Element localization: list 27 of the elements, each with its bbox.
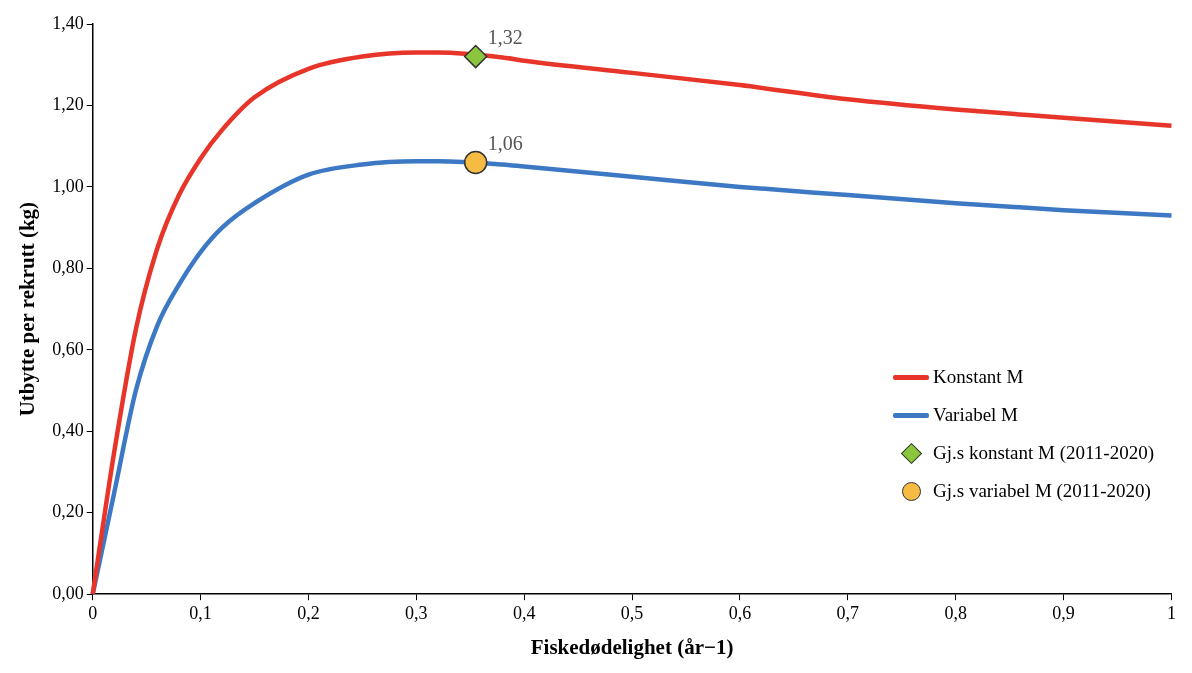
x-tick-label: 1 <box>1167 602 1176 623</box>
y-tick-label: 0,20 <box>52 501 84 522</box>
legend-label: Gj.s konstant M (2011-2020) <box>933 442 1154 464</box>
x-axis-title: Fiskedødelighet (år−1) <box>530 634 734 659</box>
x-tick-label: 0,6 <box>728 602 752 623</box>
x-tick-label: 0,1 <box>189 602 212 623</box>
y-axis-title: Utbytte per rekrutt (kg) <box>15 201 40 417</box>
legend-label: Gj.s variabel M (2011-2020) <box>933 480 1151 502</box>
data-label: 1,32 <box>487 25 523 48</box>
x-tick-label: 0 <box>88 602 98 623</box>
x-tick-label: 0,5 <box>620 602 644 623</box>
data-label: 1,06 <box>487 131 523 154</box>
legend-label: Konstant M <box>933 366 1024 388</box>
y-tick-label: 1,20 <box>52 94 84 115</box>
x-tick-label: 0,7 <box>836 602 860 623</box>
x-tick-label: 0,4 <box>512 602 536 623</box>
y-tick-label: 0,60 <box>52 338 84 359</box>
x-tick-label: 0,2 <box>297 602 320 623</box>
y-tick-label: 1,40 <box>52 12 84 33</box>
x-tick-label: 0,8 <box>944 602 967 623</box>
y-tick-label: 0,00 <box>52 582 84 603</box>
x-tick-label: 0,9 <box>1052 602 1075 623</box>
x-tick-label: 0,3 <box>405 602 428 623</box>
y-tick-label: 1,00 <box>52 175 84 196</box>
legend-label: Variabel M <box>933 404 1018 426</box>
y-tick-label: 0,40 <box>52 420 84 441</box>
y-tick-label: 0,80 <box>52 257 84 278</box>
